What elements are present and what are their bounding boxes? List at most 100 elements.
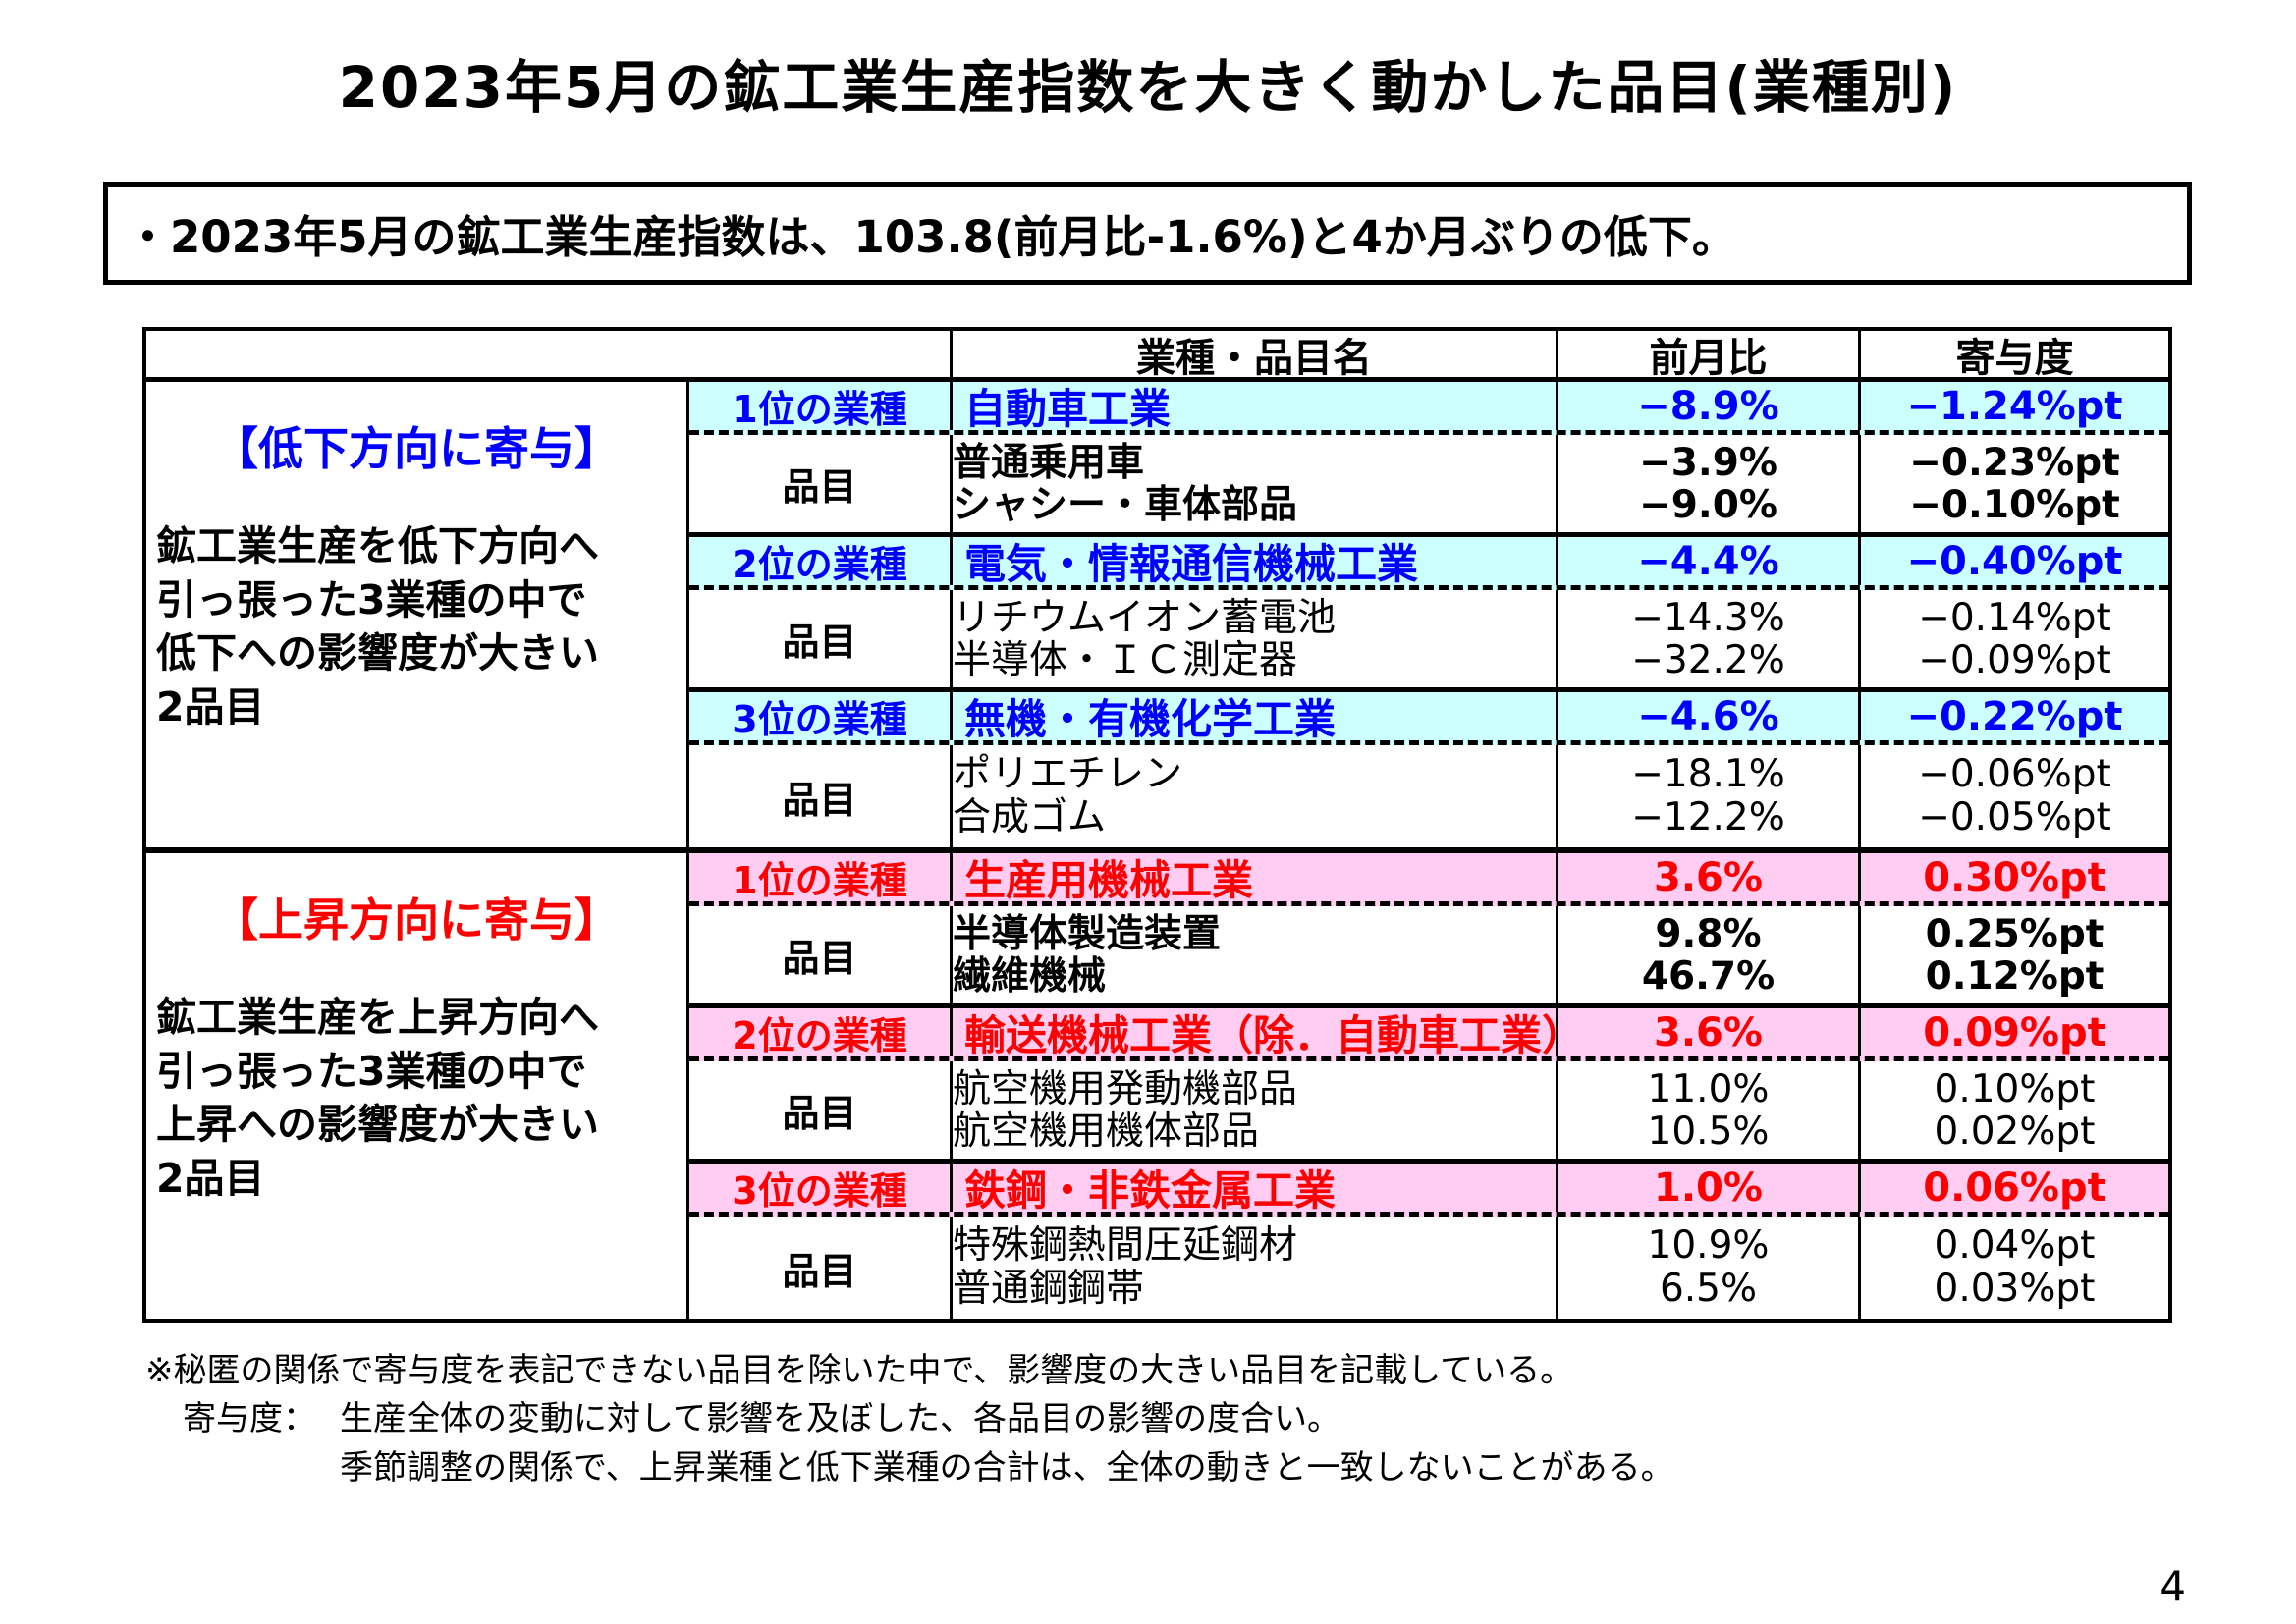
rank-label: 2位の業種 [732,543,907,585]
item-mom: −32.2% [1631,637,1785,682]
items-label: 品目 [782,1249,857,1293]
section-rise-label-cell: 【上昇方向に寄与】 鉱工業生産を上昇方向へ 引っ張った3業種の中で 上昇への影響… [146,853,689,1319]
rank-label: 3位の業種 [732,1169,907,1212]
section-decline-body: 1位の業種 自動車工業 −8.9% −1.24%pt 品目 普通乗用車 シャシー… [689,382,2168,847]
industry-name: 無機・有機化学工業 [950,692,1556,740]
item-name: 航空機用機体部品 [953,1109,1260,1154]
items-row: 品目 半導体製造装置 繊維機械 9.8% 46.7% 0.25%pt 0.12%… [689,906,2168,1008]
item-mom: 10.5% [1647,1109,1770,1154]
item-name: 半導体・ＩＣ測定器 [953,637,1298,682]
footnotes: ※秘匿の関係で寄与度を表記できない品目を除いた中で、影響度の大きい品目を記載して… [145,1347,1674,1492]
item-contributions: 0.25%pt 0.12%pt [1858,906,2168,1003]
item-contributions: 0.10%pt 0.02%pt [1858,1061,2168,1159]
item-mom: 9.8% [1655,912,1762,956]
item-name: シャシー・車体部品 [953,482,1298,527]
item-moms: −18.1% −12.2% [1556,745,1858,847]
section-decline-label-cell: 【低下方向に寄与】 鉱工業生産を低下方向へ 引っ張った3業種の中で 低下への影響… [146,382,689,847]
item-mom: −3.9% [1639,441,1777,485]
item-contributions: 0.04%pt 0.03%pt [1858,1217,2168,1319]
section-decline-title: 【低下方向に寄与】 [213,422,620,475]
item-names: 普通乗用車 シャシー・車体部品 [950,435,1556,532]
industry-row: 3位の業種 無機・有機化学工業 −4.6% −0.22%pt [689,692,2168,745]
industry-row: 1位の業種 自動車工業 −8.9% −1.24%pt [689,382,2168,435]
rank-label: 1位の業種 [732,859,907,901]
item-name: 普通乗用車 [953,441,1145,485]
item-name: ポリエチレン [953,751,1183,796]
section-decline: 【低下方向に寄与】 鉱工業生産を低下方向へ 引っ張った3業種の中で 低下への影響… [146,382,2168,853]
footnote-term-definition: 生産全体の変動に対して影響を及ぼした、各品目の影響の度合い。 [340,1399,1340,1439]
footnote-term-label: 寄与度： [183,1399,316,1439]
items-label: 品目 [782,621,857,664]
industry-contribution: 0.30%pt [1858,853,2168,901]
item-names: 航空機用発動機部品 航空機用機体部品 [950,1061,1556,1159]
table-header-row: 業種・品目名 前月比 寄与度 [146,331,2168,382]
page-number: 4 [2159,1562,2186,1610]
item-contributions: −0.14%pt −0.09%pt [1858,590,2168,687]
items-row: 品目 航空機用発動機部品 航空機用機体部品 11.0% 10.5% 0.10%p… [689,1061,2168,1164]
item-mom: 10.9% [1647,1222,1770,1268]
item-name: 半導体製造装置 [953,912,1222,956]
item-name: 普通鋼鋼帯 [953,1266,1145,1311]
item-names: ポリエチレン 合成ゴム [950,745,1556,847]
item-contribution: −0.23%pt [1909,441,2120,485]
industry-contribution: 0.09%pt [1858,1008,2168,1056]
summary-box: ・2023年5月の鉱工業生産指数は、103.8(前月比-1.6%)と4か月ぶりの… [103,182,2192,285]
item-moms: −3.9% −9.0% [1556,435,1858,532]
item-mom: −14.3% [1631,596,1785,640]
footnote-contribution-definition: 寄与度： 生産全体の変動に対して影響を及ぼした、各品目の影響の度合い。 [183,1395,1674,1443]
item-contribution: −0.05%pt [1918,794,2111,839]
item-contribution: −0.10%pt [1909,482,2120,527]
item-names: 半導体製造装置 繊維機械 [950,906,1556,1003]
industry-mom: 1.0% [1556,1164,1858,1212]
item-moms: 10.9% 6.5% [1556,1217,1858,1319]
header-mom-col: 前月比 [1556,331,1858,377]
header-name-col: 業種・品目名 [950,331,1556,377]
header-contribution-col: 寄与度 [1858,331,2168,377]
rank-label: 3位の業種 [732,698,907,740]
industry-mom: −4.6% [1556,692,1858,740]
item-mom: 11.0% [1647,1067,1770,1111]
item-moms: −14.3% −32.2% [1556,590,1858,687]
items-label: 品目 [782,778,857,822]
rank-label: 2位の業種 [732,1014,907,1056]
items-label: 品目 [782,937,857,980]
item-names: 特殊鋼熱間圧延鋼材 普通鋼鋼帯 [950,1217,1556,1319]
item-names: リチウムイオン蓄電池 半導体・ＩＣ測定器 [950,590,1556,687]
industry-contribution: −1.24%pt [1858,382,2168,430]
industry-contribution: −0.40%pt [1858,537,2168,585]
item-mom: −9.0% [1639,482,1777,527]
industry-mom: 3.6% [1556,853,1858,901]
items-label: 品目 [782,465,857,509]
items-row: 品目 ポリエチレン 合成ゴム −18.1% −12.2% −0.06%pt −0… [689,745,2168,847]
item-contributions: −0.23%pt −0.10%pt [1858,435,2168,532]
header-spacer-cell [146,331,950,377]
industry-row: 1位の業種 生産用機械工業 3.6% 0.30%pt [689,853,2168,906]
industry-name: 鉄鋼・非鉄金属工業 [950,1164,1556,1212]
industry-name: 電気・情報通信機械工業 [950,537,1556,585]
items-row: 品目 普通乗用車 シャシー・車体部品 −3.9% −9.0% −0.23%pt … [689,435,2168,537]
page-title: 2023年5月の鉱工業生産指数を大きく動かした品目(業種別) [338,54,1958,121]
item-mom: −18.1% [1631,751,1785,796]
industry-row: 2位の業種 輸送機械工業（除．自動車工業） 3.6% 0.09%pt [689,1008,2168,1061]
item-contribution: 0.04%pt [1934,1222,2096,1268]
item-mom: −12.2% [1631,794,1785,839]
item-contribution: 0.12%pt [1925,953,2105,999]
section-decline-description: 鉱工業生産を低下方向へ 引っ張った3業種の中で 低下への影響度が大きい 2品目 [156,522,599,731]
contribution-table: 業種・品目名 前月比 寄与度 【低下方向に寄与】 鉱工業生産を低下方向へ 引っ張… [142,327,2172,1323]
industry-mom: −8.9% [1556,382,1858,430]
section-rise-body: 1位の業種 生産用機械工業 3.6% 0.30%pt 品目 半導体製造装置 繊維… [689,853,2168,1319]
industry-row: 3位の業種 鉄鋼・非鉄金属工業 1.0% 0.06%pt [689,1164,2168,1217]
item-contribution: −0.09%pt [1918,637,2111,682]
footnote-secrecy: ※秘匿の関係で寄与度を表記できない品目を除いた中で、影響度の大きい品目を記載して… [145,1351,1574,1390]
item-contribution: 0.10%pt [1934,1067,2096,1111]
item-name: リチウムイオン蓄電池 [953,596,1337,640]
item-contribution: 0.25%pt [1925,912,2105,956]
item-name: 合成ゴム [953,794,1107,839]
summary-text: ・2023年5月の鉱工業生産指数は、103.8(前月比-1.6%)と4か月ぶりの… [126,211,1736,263]
items-label: 品目 [782,1092,857,1135]
section-rise-title: 【上昇方向に寄与】 [213,893,620,947]
item-name: 繊維機械 [953,953,1107,999]
item-mom: 46.7% [1641,953,1776,999]
section-rise: 【上昇方向に寄与】 鉱工業生産を上昇方向へ 引っ張った3業種の中で 上昇への影響… [146,853,2168,1319]
industry-mom: 3.6% [1556,1008,1858,1056]
